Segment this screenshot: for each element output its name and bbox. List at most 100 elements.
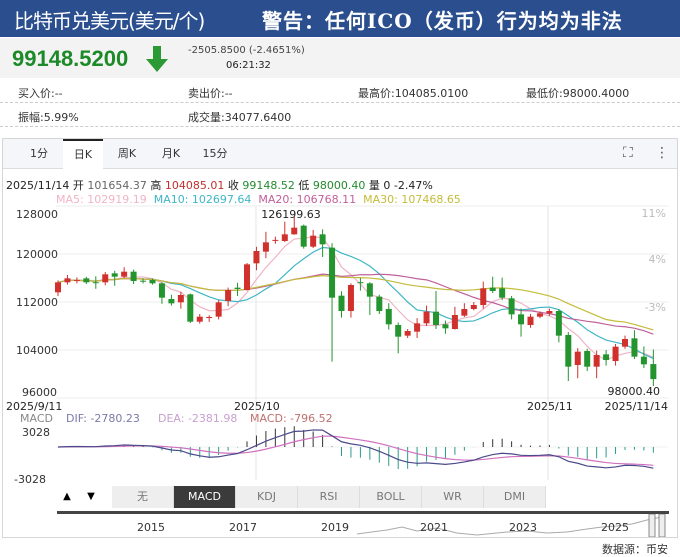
vol-value: 0 — [383, 179, 391, 192]
candle — [376, 294, 383, 314]
ma30-line — [57, 275, 654, 331]
candle — [149, 278, 156, 285]
candle-body — [499, 288, 506, 298]
ohlc-date: 2025/11/14 — [6, 179, 70, 192]
candle — [631, 330, 638, 359]
candle-body — [527, 316, 534, 325]
down-arrow-icon — [146, 46, 168, 72]
candle — [527, 314, 534, 328]
candle — [225, 287, 232, 307]
candle-body — [196, 316, 203, 322]
warning-banner: 警告：任何ICO（发币）行为均为非法 — [262, 9, 623, 33]
y-tick: 112000 — [16, 296, 58, 309]
min-label: 98000.40 — [608, 385, 661, 398]
candle-body — [593, 354, 600, 367]
ohlc-line: 2025/11/14 开 101654.37 高 104085.01 收 991… — [6, 177, 433, 193]
candle — [329, 243, 336, 362]
candle — [622, 335, 628, 349]
candle-body — [319, 234, 326, 245]
ma-legend: MA5: 102919.19 MA10: 102697.64 MA20: 106… — [56, 193, 461, 206]
candle-body — [55, 282, 61, 293]
tab-monthly[interactable]: 月K — [161, 147, 181, 160]
indicator-tab-wr[interactable]: WR — [422, 486, 484, 508]
range-navigator[interactable]: 2015 2017 2019 2021 2023 2025 — [57, 511, 669, 537]
candle-body — [102, 274, 109, 283]
candle-body — [83, 278, 90, 283]
candle-body — [442, 324, 449, 329]
candle — [603, 350, 610, 366]
candle — [111, 270, 118, 286]
candle — [168, 294, 175, 306]
candle-body — [291, 227, 298, 235]
tab-1min[interactable]: 1分 — [30, 147, 48, 160]
candle — [366, 282, 373, 316]
chart-panel: 1分 日K 周K 月K 15分 ⛶ ⋮ — [2, 138, 678, 538]
indicator-tab-none[interactable]: 无 — [112, 486, 174, 508]
candle-body — [536, 313, 543, 317]
candle — [574, 348, 581, 379]
candle-body — [385, 309, 392, 325]
candle-body — [121, 271, 128, 277]
quote-time: 06:21:32 — [226, 60, 271, 71]
candle-body — [73, 280, 80, 282]
ma5-legend: MA5: 102919.19 — [56, 193, 147, 206]
candle — [357, 278, 364, 291]
candle-body — [140, 280, 147, 282]
candle — [470, 302, 477, 311]
candle-body — [262, 242, 269, 252]
high-value: 104085.01 — [164, 179, 225, 192]
candle-body — [470, 305, 477, 310]
scroll-down-button[interactable]: ▼ — [87, 491, 95, 502]
navigator-handle-right[interactable] — [658, 514, 666, 537]
indicator-tab-kdj[interactable]: KDJ — [236, 486, 298, 508]
price-change: -2505.8500 (-2.4651%) — [188, 45, 305, 56]
candle-body — [376, 296, 383, 311]
candle-body — [272, 239, 279, 241]
candle — [55, 280, 61, 296]
amplitude: 振幅:5.99% — [18, 111, 79, 124]
candle — [253, 246, 260, 271]
candle — [92, 276, 99, 289]
tab-15min[interactable]: 15分 — [202, 147, 228, 160]
info-row-1: 买入价:-- 卖出价:-- 最高价:104085.0100 最低价:98000.… — [0, 80, 680, 103]
candle-body — [225, 290, 232, 301]
max-label: 126199.63 — [261, 208, 321, 221]
indicator-tab-boll[interactable]: BOLL — [360, 486, 422, 508]
ma20-legend: MA20: 106768.11 — [258, 193, 357, 206]
tab-daily[interactable]: 日K — [63, 139, 103, 169]
year-label: 2015 — [137, 521, 165, 534]
bid-price: 买入价:-- — [18, 87, 63, 100]
candle-body — [149, 279, 156, 284]
candle — [442, 320, 449, 334]
candle-body — [461, 309, 468, 316]
indicator-tab-dmi[interactable]: DMI — [484, 486, 546, 508]
candle — [319, 229, 326, 257]
candle — [546, 308, 553, 316]
macd-tick: -3028 — [14, 473, 46, 486]
info-row-2: 振幅:5.99% 成交量:34077.6400 — [0, 104, 680, 127]
tab-weekly[interactable]: 周K — [117, 147, 137, 160]
candle-body — [395, 324, 402, 337]
navigator-handle-left[interactable] — [648, 514, 656, 537]
more-vertical-icon[interactable]: ⋮ — [655, 145, 669, 161]
candle-body — [640, 356, 647, 365]
ma5-line — [57, 236, 654, 361]
candle-body — [92, 282, 99, 284]
candle — [158, 282, 165, 304]
candle — [593, 350, 600, 379]
scroll-up-button[interactable]: ▲ — [63, 491, 71, 502]
close-value: 99148.52 — [242, 179, 295, 192]
candle-body — [357, 282, 364, 284]
y-tick: 104000 — [16, 344, 58, 357]
open-label: 开 — [72, 179, 84, 192]
candle — [536, 311, 543, 319]
candle-body — [244, 264, 250, 290]
candle-body — [111, 273, 118, 277]
ma10-legend: MA10: 102697.64 — [153, 193, 252, 206]
indicator-tab-rsi[interactable]: RSI — [298, 486, 360, 508]
fullscreen-icon[interactable]: ⛶ — [623, 145, 633, 161]
candle — [83, 276, 90, 284]
macd-title: MACD — [20, 412, 53, 425]
indicator-tab-macd[interactable]: MACD — [174, 486, 236, 508]
ma10-line — [57, 246, 654, 360]
